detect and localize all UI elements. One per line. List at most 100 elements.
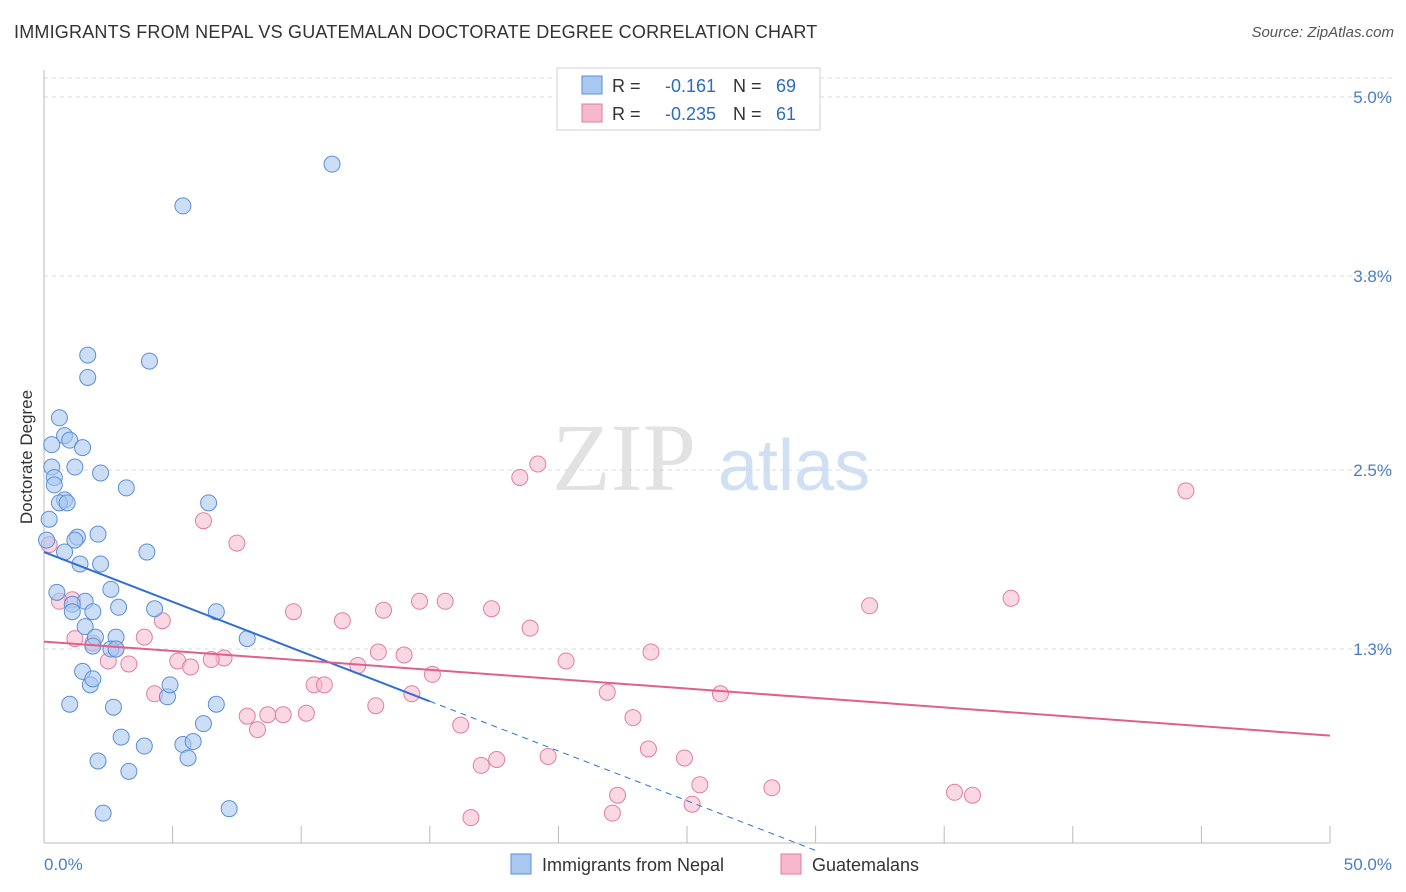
nepal-point — [102, 580, 120, 598]
guatemalan-point — [202, 650, 220, 668]
nepal-points — [38, 155, 341, 822]
guatemalan-point — [238, 707, 256, 725]
nepal-point — [45, 476, 63, 494]
nepal-point — [76, 618, 94, 636]
guatemalan-point — [639, 740, 657, 758]
grid — [44, 77, 1392, 650]
nepal-point — [66, 458, 84, 476]
stats-n-value-guat: 61 — [776, 104, 796, 124]
nepal-point — [66, 531, 84, 549]
nepal-point — [207, 695, 225, 713]
guatemalan-point — [624, 709, 642, 727]
nepal-point — [94, 804, 112, 822]
guatemalan-point — [711, 685, 729, 703]
stats-r-value-nepal: -0.161 — [665, 76, 716, 96]
nepal-trend-extension — [429, 700, 816, 851]
nepal-point — [107, 640, 125, 658]
guatemalan-point — [182, 658, 200, 676]
nepal-point — [140, 352, 158, 370]
legend-swatch-guat — [780, 853, 802, 875]
stats-r-label-nepal: R = — [612, 76, 641, 96]
guatemalan-point — [675, 749, 693, 767]
watermark-atlas: atlas — [718, 426, 870, 506]
nepal-point — [63, 603, 81, 621]
nepal-point — [61, 695, 79, 713]
bottom-legend: Immigrants from Nepal Guatemalans — [510, 853, 919, 875]
guatemalan-point — [691, 776, 709, 794]
guatemalan-point — [395, 646, 413, 664]
guatemalan-point — [315, 676, 333, 694]
nepal-point — [89, 525, 107, 543]
guatemalan-point — [539, 747, 557, 765]
nepal-point — [161, 676, 179, 694]
guatemalan-point — [274, 706, 292, 724]
guatemalans-trend-line — [43, 640, 1331, 737]
source-label: Source: ZipAtlas.com — [1251, 24, 1394, 41]
nepal-trend-line — [43, 551, 431, 703]
nepal-point — [79, 346, 97, 364]
trend-lines — [43, 551, 1331, 851]
stats-n-label-nepal: N = — [733, 76, 762, 96]
nepal-point — [184, 733, 202, 751]
guatemalan-point — [609, 786, 627, 804]
nepal-point — [104, 698, 122, 716]
nepal-point — [58, 494, 76, 512]
guatemalan-point — [603, 804, 621, 822]
nepal-point — [117, 479, 135, 497]
nepal-point — [50, 409, 68, 427]
nepal-point — [194, 715, 212, 733]
guatemalan-point — [763, 779, 781, 797]
nepal-point — [179, 749, 197, 767]
nepal-point — [43, 436, 61, 454]
guatemalan-point — [483, 600, 501, 618]
guatemalan-point — [963, 786, 981, 804]
nepal-point — [38, 531, 56, 549]
nepal-point — [110, 598, 128, 616]
guatemalan-point — [297, 704, 315, 722]
guatemalan-point — [529, 455, 547, 473]
guatemalan-point — [228, 534, 246, 552]
guatemalan-point — [472, 756, 490, 774]
nepal-point — [92, 464, 110, 482]
guatemalan-point — [375, 601, 393, 619]
nepal-point — [112, 728, 130, 746]
nepal-point — [61, 431, 79, 449]
nepal-point — [200, 494, 218, 512]
y-tick-labels: 1.3% 2.5% 3.8% 5.0% — [1353, 88, 1392, 659]
nepal-point — [146, 600, 164, 618]
y-axis-label: Doctorate Degree — [17, 390, 36, 524]
stats-swatch-guat — [581, 103, 603, 123]
stats-r-label-guat: R = — [612, 104, 641, 124]
guatemalan-point — [135, 628, 153, 646]
guatemalan-point — [153, 612, 171, 630]
nepal-point — [84, 603, 102, 621]
guatemalan-point — [284, 603, 302, 621]
nepal-point — [74, 439, 92, 457]
guatemalan-point — [945, 783, 963, 801]
guatemalans-points — [40, 455, 1195, 827]
guatemalan-point — [511, 468, 529, 486]
stats-box: R = -0.161 N = 69 R = -0.235 N = 61 — [556, 67, 821, 131]
guatemalan-point — [259, 706, 277, 724]
nepal-point — [84, 670, 102, 688]
legend-swatch-nepal — [510, 853, 532, 875]
guatemalan-point — [1002, 589, 1020, 607]
x-tick-label-max: 50.0% — [1344, 855, 1392, 874]
watermark-zip: ZIP — [552, 404, 696, 511]
chart-title: IMMIGRANTS FROM NEPAL VS GUATEMALAN DOCT… — [14, 22, 818, 42]
guatemalan-point — [248, 721, 266, 739]
legend-label-guat: Guatemalans — [812, 855, 919, 875]
nepal-point — [120, 762, 138, 780]
stats-r-value-guat: -0.235 — [665, 104, 716, 124]
guatemalan-point — [436, 592, 454, 610]
guatemalan-point — [557, 652, 575, 670]
guatemalan-point — [411, 592, 429, 610]
guatemalan-point — [488, 750, 506, 768]
nepal-point — [48, 583, 66, 601]
stats-swatch-nepal — [581, 75, 603, 95]
guatemalan-point — [642, 643, 660, 661]
y-tick-label: 2.5% — [1353, 461, 1392, 480]
nepal-point — [79, 368, 97, 386]
guatemalan-point — [452, 716, 470, 734]
stats-n-value-nepal: 69 — [776, 76, 796, 96]
